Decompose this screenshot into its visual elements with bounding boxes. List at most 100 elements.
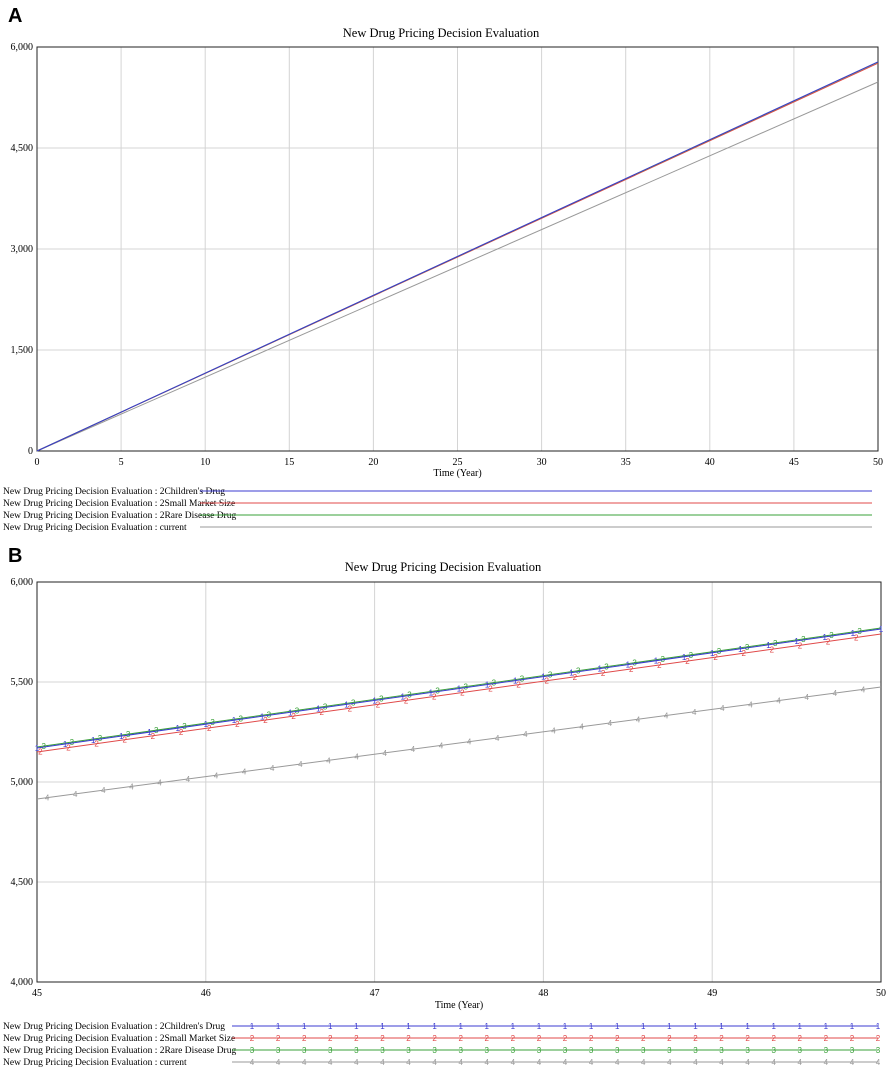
legend-marker: 4 xyxy=(354,1058,359,1067)
series-marker: 2 xyxy=(601,669,606,678)
series-marker: 2 xyxy=(151,732,156,741)
legend-marker: 2 xyxy=(485,1034,490,1043)
plot-area xyxy=(36,46,879,452)
x-tick-label: 40 xyxy=(705,457,715,468)
y-tick-label: 5,000 xyxy=(11,777,34,788)
legend-marker: 2 xyxy=(589,1034,594,1043)
legend-marker: 2 xyxy=(824,1034,829,1043)
panel-label: A xyxy=(8,5,22,27)
legend-marker: 4 xyxy=(511,1058,516,1067)
series-marker: 4 xyxy=(692,708,697,717)
legend-marker: 1 xyxy=(876,1022,881,1031)
legend-marker: 3 xyxy=(615,1046,620,1055)
legend-marker: 2 xyxy=(511,1034,516,1043)
legend-marker: 1 xyxy=(406,1022,411,1031)
legend-marker: 1 xyxy=(328,1022,333,1031)
series-marker: 4 xyxy=(551,726,556,735)
grid xyxy=(37,582,881,982)
legend: New Drug Pricing Decision Evaluation : 2… xyxy=(3,487,872,533)
series-marker: 2 xyxy=(94,740,99,749)
legend-marker: 2 xyxy=(380,1034,385,1043)
legend-marker: 1 xyxy=(458,1022,463,1031)
legend-entry-label: New Drug Pricing Decision Evaluation : c… xyxy=(3,1058,187,1067)
series-marker: 2 xyxy=(66,744,71,753)
series-marker: 1 xyxy=(401,692,406,701)
series-line-2 xyxy=(36,633,882,753)
legend-marker: 3 xyxy=(824,1046,829,1055)
legend-marker: 3 xyxy=(771,1046,776,1055)
legend-marker: 3 xyxy=(850,1046,855,1055)
series-marker: 4 xyxy=(861,685,866,694)
legend-marker: 3 xyxy=(511,1046,516,1055)
legend-marker: 1 xyxy=(589,1022,594,1031)
series-marker: 2 xyxy=(376,700,381,709)
x-tick-label: 50 xyxy=(873,457,883,468)
x-axis-label: Time (Year) xyxy=(435,1000,483,1011)
legend-marker: 2 xyxy=(693,1034,698,1043)
series-marker: 2 xyxy=(291,712,296,721)
chart-panel-a: A New Drug Pricing Decision Evaluation 0 1,… xyxy=(3,5,883,533)
series-marker: 4 xyxy=(101,786,106,795)
legend-marker: 3 xyxy=(876,1046,881,1055)
legend-marker: 4 xyxy=(537,1058,542,1067)
legend-entry-label: New Drug Pricing Decision Evaluation : 2… xyxy=(3,1046,236,1056)
legend-marker: 1 xyxy=(250,1022,255,1031)
legend-marker: 1 xyxy=(432,1022,437,1031)
legend-marker: 2 xyxy=(563,1034,568,1043)
series-marker: 4 xyxy=(833,689,838,698)
series-marker: 1 xyxy=(794,637,799,646)
x-tick-label: 5 xyxy=(119,457,124,468)
legend-marker: 4 xyxy=(380,1058,385,1067)
legend-marker: 2 xyxy=(276,1034,281,1043)
series-marker: 2 xyxy=(741,649,746,658)
series-marker: 1 xyxy=(35,744,40,753)
legend-marker: 2 xyxy=(850,1034,855,1043)
series-marker: 2 xyxy=(38,748,43,757)
legend-marker: 1 xyxy=(615,1022,620,1031)
series-marker: 2 xyxy=(629,665,634,674)
legend-marker: 1 xyxy=(745,1022,750,1031)
x-tick-label: 50 xyxy=(876,988,886,999)
y-tick-label: 1,500 xyxy=(11,345,34,356)
legend-marker: 1 xyxy=(380,1022,385,1031)
series-marker: 4 xyxy=(805,693,810,702)
legend-entry-label: New Drug Pricing Decision Evaluation : 2… xyxy=(3,1022,225,1032)
series-marker: 1 xyxy=(513,677,518,686)
legend-marker: 2 xyxy=(719,1034,724,1043)
legend-marker: 3 xyxy=(693,1046,698,1055)
legend-marker: 4 xyxy=(406,1058,411,1067)
series-marker: 1 xyxy=(457,685,462,694)
legend-marker: 4 xyxy=(771,1058,776,1067)
series-marker: 2 xyxy=(573,673,578,682)
legend-marker: 2 xyxy=(432,1034,437,1043)
series-marker: 1 xyxy=(682,653,687,662)
series-marker: 4 xyxy=(495,734,500,743)
series-markers-2: 2 2 2 2 2 2 2 2 2 2 2 2 2 2 2 2 2 2 2 2 2 2 2 2 2 2 2 2 2 2 xyxy=(38,633,859,756)
series-marker: 4 xyxy=(270,764,275,773)
legend-marker: 3 xyxy=(485,1046,490,1055)
legend-marker: 4 xyxy=(719,1058,724,1067)
series-line-4 xyxy=(36,81,879,452)
series-marker: 2 xyxy=(545,677,550,686)
series-marker: 2 xyxy=(657,661,662,670)
x-tick-label: 49 xyxy=(707,988,717,999)
x-tick-label: 35 xyxy=(621,457,631,468)
series-marker: 4 xyxy=(411,745,416,754)
legend-marker: 1 xyxy=(771,1022,776,1031)
legend-marker: 2 xyxy=(641,1034,646,1043)
y-tick-label: 5,500 xyxy=(11,677,34,688)
series-marker: 2 xyxy=(713,653,718,662)
series-marker: 2 xyxy=(798,641,803,650)
series-marker: 4 xyxy=(157,779,162,788)
x-tick-label: 47 xyxy=(370,988,380,999)
series-marker: 2 xyxy=(263,716,268,725)
series-marker: 1 xyxy=(175,724,180,733)
legend-marker: 1 xyxy=(563,1022,568,1031)
legend-marker: 4 xyxy=(563,1058,568,1067)
legend-marker: 3 xyxy=(745,1046,750,1055)
legend-marker: 3 xyxy=(563,1046,568,1055)
legend-entry-label: New Drug Pricing Decision Evaluation : 2… xyxy=(3,511,236,521)
legend-marker: 3 xyxy=(380,1046,385,1055)
legend-marker: 3 xyxy=(667,1046,672,1055)
chart-title: New Drug Pricing Decision Evaluation xyxy=(345,560,542,574)
